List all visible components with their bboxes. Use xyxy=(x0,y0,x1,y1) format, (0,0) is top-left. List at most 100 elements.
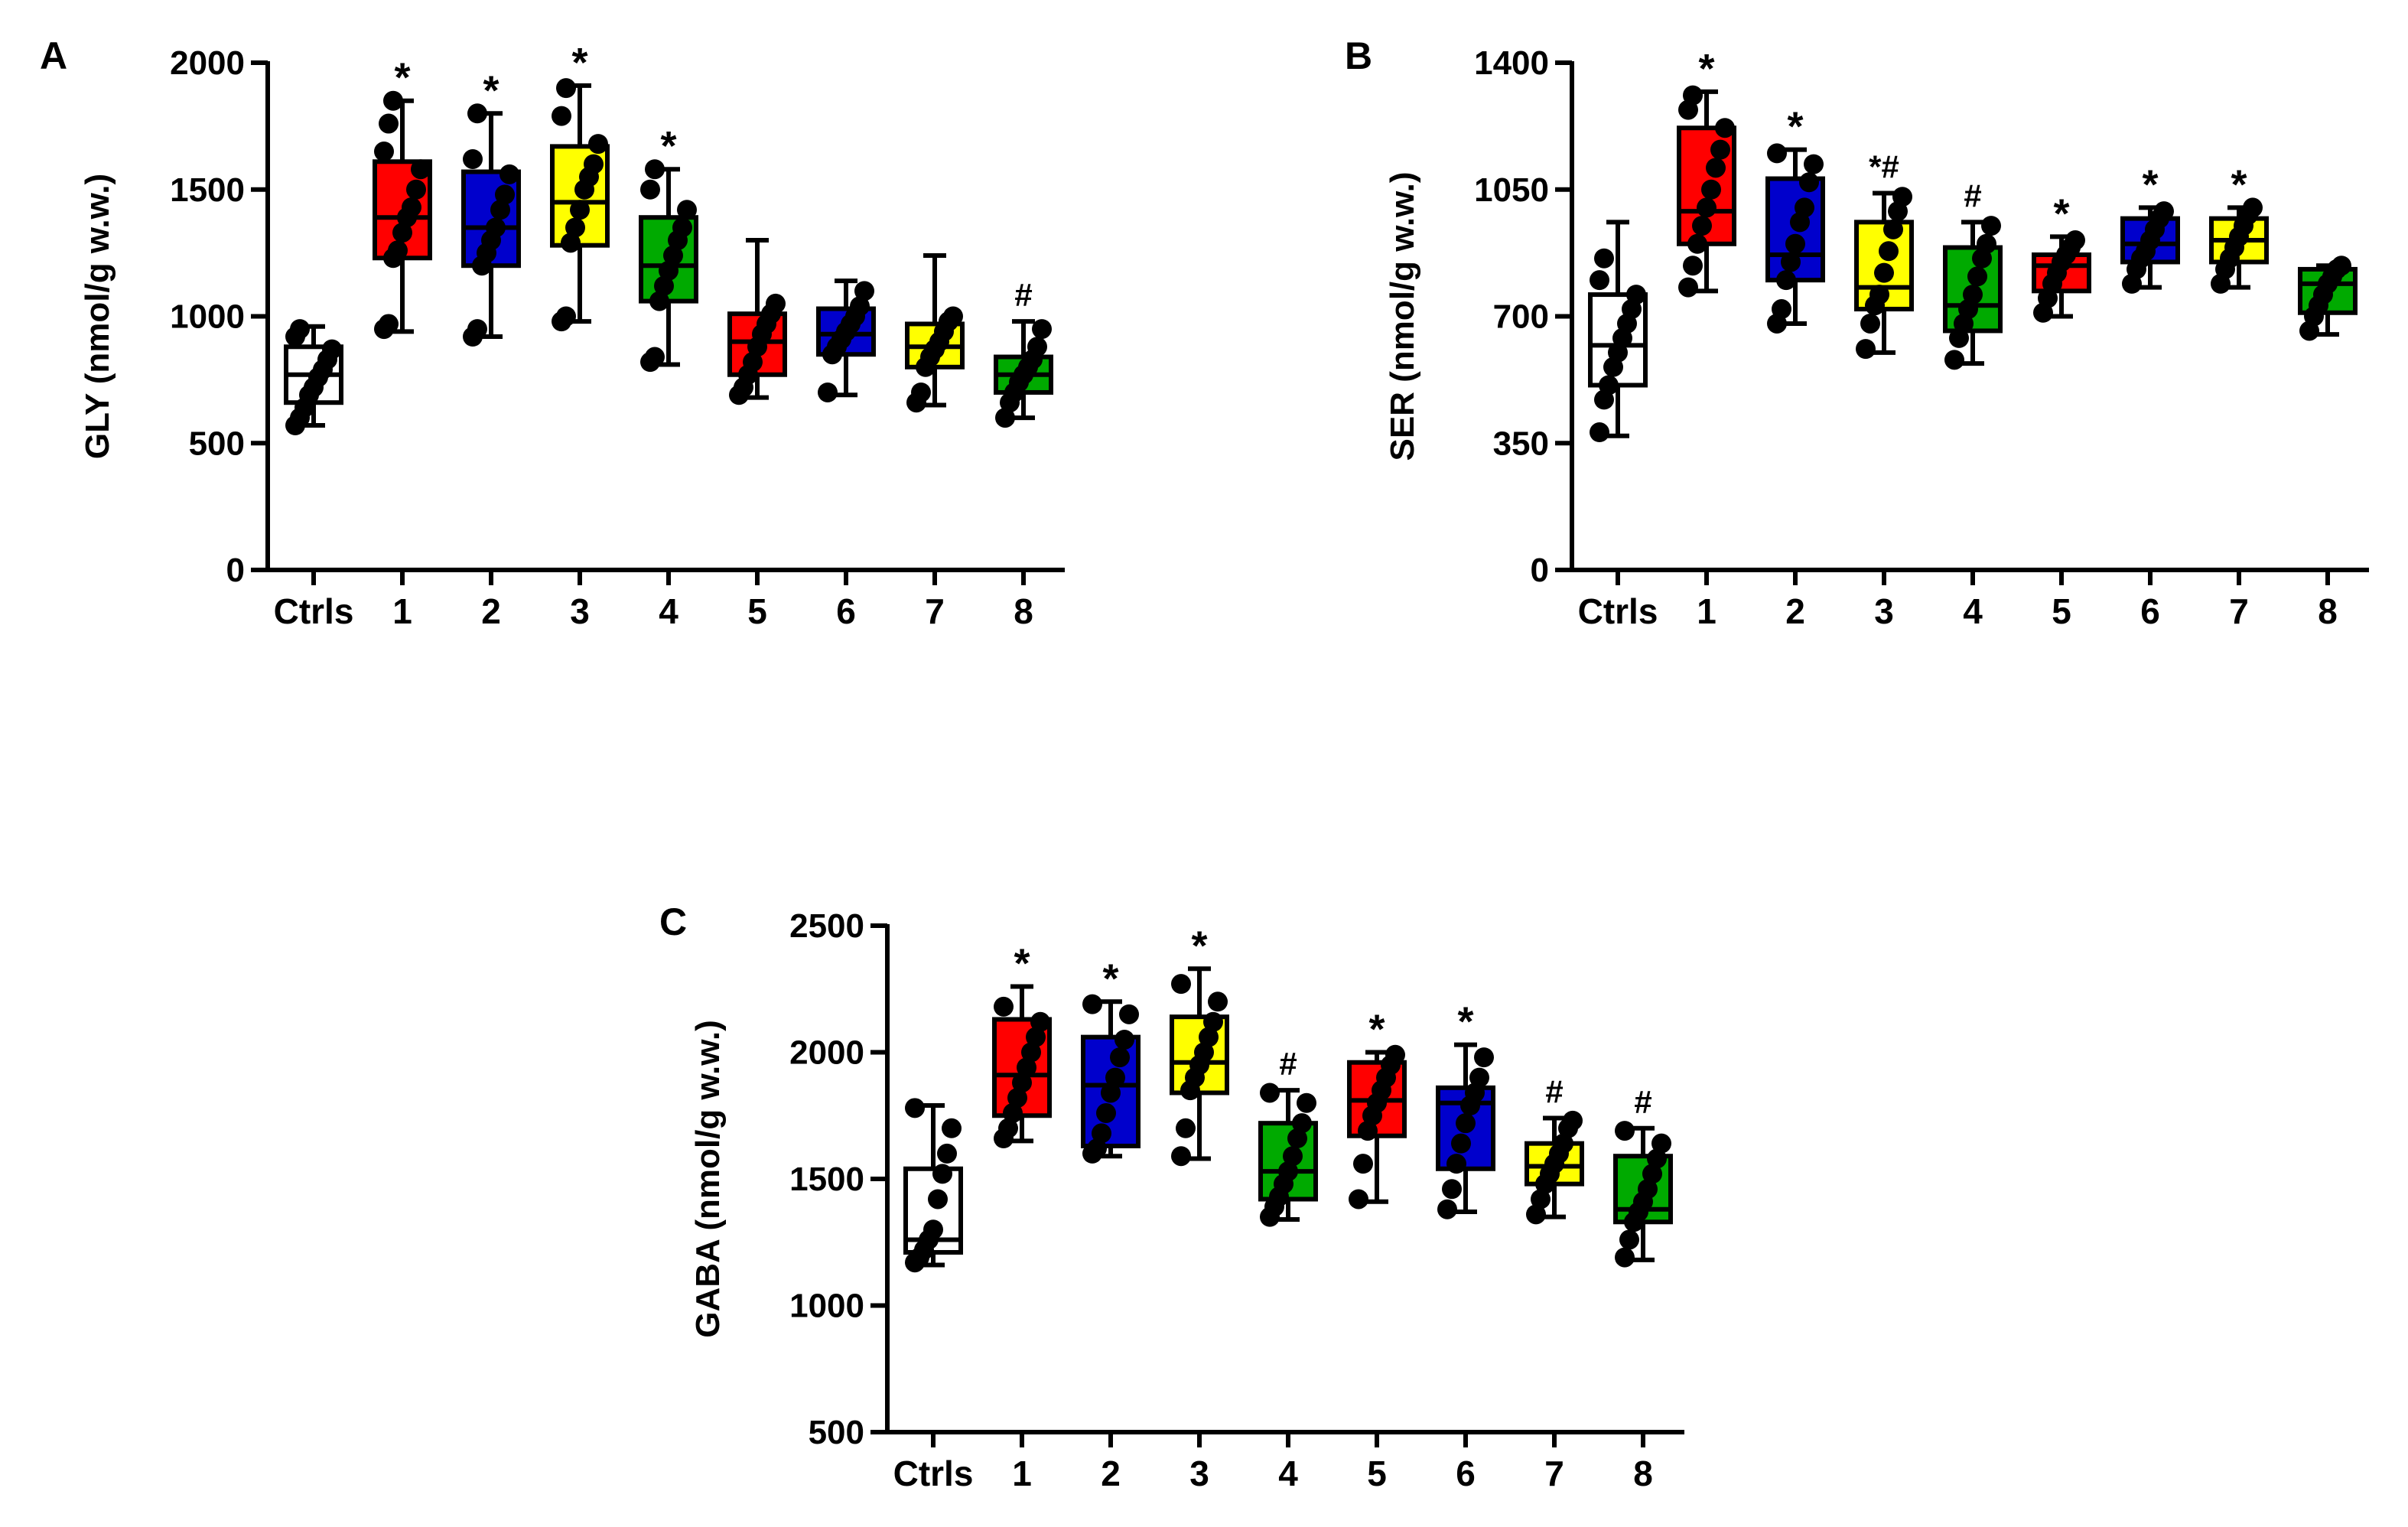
data-point xyxy=(905,1098,925,1118)
significance-label: * xyxy=(1014,940,1030,986)
data-point xyxy=(1208,991,1228,1012)
significance-label: * xyxy=(1102,956,1118,1001)
box-group: * xyxy=(1677,46,1736,298)
box-group: *# xyxy=(1854,148,1914,360)
data-point xyxy=(1278,1161,1298,1182)
data-point xyxy=(645,159,665,180)
data-point xyxy=(1287,1128,1307,1149)
box-group xyxy=(284,319,343,436)
data-point xyxy=(649,291,669,311)
y-tick-label: 1400 xyxy=(1474,44,1549,82)
box-group xyxy=(903,1098,963,1273)
data-point xyxy=(495,184,515,205)
data-point xyxy=(1856,339,1876,360)
data-point xyxy=(2243,197,2263,218)
x-tick-label: 3 xyxy=(570,591,590,631)
y-tick-label: 1050 xyxy=(1474,171,1549,209)
y-tick-label: 700 xyxy=(1493,298,1549,336)
data-point xyxy=(1353,1154,1373,1174)
data-point xyxy=(1026,1027,1046,1047)
box-group: * xyxy=(639,123,698,373)
data-point xyxy=(565,217,585,238)
data-point xyxy=(2065,230,2085,251)
box-group: # xyxy=(1943,177,2003,370)
data-point xyxy=(1115,1029,1134,1050)
box-group xyxy=(816,278,876,402)
data-point xyxy=(1027,337,1047,357)
data-point xyxy=(1474,1047,1494,1068)
data-point xyxy=(994,996,1014,1017)
data-point xyxy=(1082,994,1102,1014)
box-group: * xyxy=(1765,104,1825,334)
data-point xyxy=(1017,1057,1036,1078)
significance-label: # xyxy=(1634,1084,1651,1120)
y-tick-label: 1000 xyxy=(789,1288,864,1325)
data-point xyxy=(561,233,581,253)
data-point xyxy=(1171,974,1191,995)
significance-label: # xyxy=(1014,277,1032,313)
significance-label: * xyxy=(1368,1007,1385,1053)
data-point xyxy=(1358,1121,1378,1141)
box-group: * xyxy=(1347,1007,1407,1210)
x-tick-label: 2 xyxy=(1785,591,1805,631)
significance-label: * xyxy=(1191,923,1207,969)
data-point xyxy=(1437,1199,1457,1219)
x-tick-label: 4 xyxy=(659,591,678,631)
data-point xyxy=(1697,197,1717,218)
data-point xyxy=(1105,1067,1125,1088)
data-point xyxy=(1710,139,1730,160)
x-tick-label: 2 xyxy=(1101,1454,1121,1493)
data-point xyxy=(1767,143,1787,164)
data-point xyxy=(1096,1102,1116,1123)
data-point xyxy=(1701,179,1721,200)
box-group xyxy=(905,252,965,413)
data-point xyxy=(402,197,421,217)
x-tick-label: 8 xyxy=(2318,591,2338,631)
data-point xyxy=(374,142,394,162)
panel-letter: B xyxy=(1345,34,1372,77)
y-tick-label: 500 xyxy=(189,425,245,462)
data-point xyxy=(1785,233,1805,254)
box-group xyxy=(727,238,787,405)
box-group xyxy=(2298,256,2358,341)
x-tick-label: 5 xyxy=(747,591,767,631)
x-tick-label: 7 xyxy=(925,591,945,631)
data-point xyxy=(552,106,571,126)
box-group xyxy=(1588,220,1648,443)
data-point xyxy=(1446,1154,1466,1174)
y-axis-title: SER (nmol/g w.w.) xyxy=(1384,171,1421,461)
data-point xyxy=(766,293,786,314)
data-point xyxy=(1615,1121,1635,1141)
data-point xyxy=(1799,172,1819,193)
data-point xyxy=(1101,1083,1121,1103)
data-point xyxy=(556,306,576,327)
data-point xyxy=(1007,1088,1027,1109)
panel-b: B SER (nmol/g w.w.) 0 350 700 1050 1400 Ctrls 1 2… xyxy=(1345,34,2369,631)
data-point xyxy=(1283,1146,1303,1167)
x-tick-label: 4 xyxy=(1963,591,1983,631)
y-tick-label: 2000 xyxy=(170,44,245,82)
significance-label: * xyxy=(2142,161,2158,207)
box-group: # xyxy=(1613,1084,1673,1268)
data-point xyxy=(467,103,487,124)
data-point xyxy=(932,1164,952,1184)
box-group: * xyxy=(1170,923,1229,1167)
significance-label: * xyxy=(571,40,587,86)
data-point xyxy=(672,217,692,238)
data-point xyxy=(998,1118,1018,1138)
data-point xyxy=(556,78,576,99)
data-point xyxy=(1451,1133,1471,1154)
box-group: * xyxy=(373,55,432,340)
data-point xyxy=(1194,1042,1214,1063)
data-point xyxy=(1385,1044,1405,1065)
data-point xyxy=(406,179,426,200)
data-point xyxy=(463,148,483,169)
data-point xyxy=(1781,252,1801,272)
data-point xyxy=(290,319,310,340)
data-point xyxy=(1687,233,1707,254)
data-point xyxy=(1003,1102,1023,1123)
significance-label: # xyxy=(1545,1074,1563,1110)
y-tick-label: 2500 xyxy=(789,907,864,945)
data-point xyxy=(995,408,1015,428)
data-point xyxy=(1683,85,1703,106)
